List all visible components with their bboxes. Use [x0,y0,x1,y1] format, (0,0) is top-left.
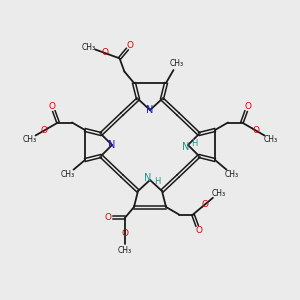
Text: O: O [202,200,209,209]
Text: CH₃: CH₃ [61,169,75,178]
Text: O: O [127,41,134,50]
Text: O: O [104,213,112,222]
Text: CH₃: CH₃ [118,246,132,255]
Text: O: O [122,229,128,238]
Text: CH₃: CH₃ [170,59,184,68]
Text: O: O [195,226,202,235]
Text: O: O [252,126,259,135]
Text: CH₃: CH₃ [225,169,239,178]
Text: N: N [146,105,154,115]
Text: CH₃: CH₃ [211,189,225,198]
Text: CH₃: CH₃ [22,134,37,143]
Text: O: O [244,102,251,111]
Text: H: H [154,178,160,187]
Text: CH₃: CH₃ [82,43,96,52]
Text: O: O [41,126,48,135]
Text: N: N [108,140,116,150]
Text: O: O [101,48,108,57]
Text: O: O [49,102,56,111]
Text: CH₃: CH₃ [263,134,278,143]
Text: N: N [182,142,190,152]
Text: H: H [191,140,197,148]
Text: N: N [144,173,152,183]
